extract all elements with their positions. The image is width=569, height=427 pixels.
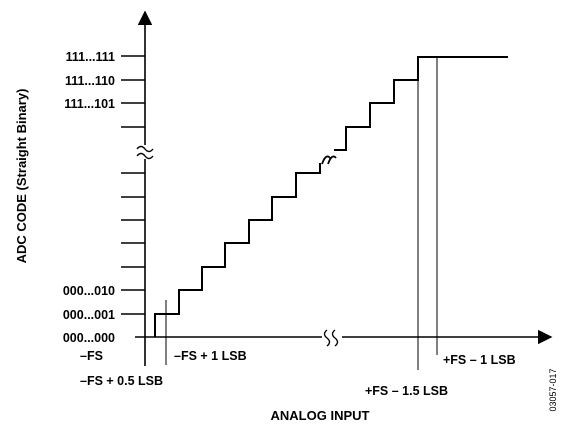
x-label-neg-fs-half-lsb: –FS + 0.5 LSB: [80, 374, 163, 388]
transfer-staircase-lower: [154, 163, 321, 337]
x-labels: –FS –FS + 0.5 LSB –FS + 1 LSB +FS – 1.5 …: [80, 349, 516, 398]
y-tick-label-000-001: 000...001: [63, 308, 115, 322]
figure-code: 03057-017: [548, 368, 558, 411]
staircase-break-icon: [321, 155, 337, 165]
y-tick-label-111-101: 111...101: [64, 97, 115, 111]
reference-lines: [165, 57, 438, 370]
x-label-pos-fs-onehalf-lsb: +FS – 1.5 LSB: [365, 384, 448, 398]
x-axis-title: ANALOG INPUT: [271, 408, 370, 423]
x-axis-break-icon: [322, 329, 342, 347]
x-label-neg-fs: –FS: [80, 349, 103, 363]
y-tick-marks: [121, 55, 145, 315]
x-label-pos-fs-one-lsb: +FS – 1 LSB: [443, 353, 516, 367]
x-label-neg-fs-one-lsb: –FS + 1 LSB: [174, 349, 247, 363]
y-tick-labels: 111...111 111...110 111...101 000...010 …: [63, 50, 115, 345]
y-tick-label-000-000: 000...000: [63, 331, 115, 345]
transfer-staircase-upper: [334, 56, 508, 151]
y-tick-label-111-110: 111...110: [65, 74, 115, 88]
y-tick-label-111-111: 111...111: [66, 50, 115, 64]
y-axis-title: ADC CODE (Straight Binary): [14, 89, 29, 264]
y-tick-label-000-010: 000...010: [63, 284, 115, 298]
y-axis-break-icon: [136, 145, 154, 160]
